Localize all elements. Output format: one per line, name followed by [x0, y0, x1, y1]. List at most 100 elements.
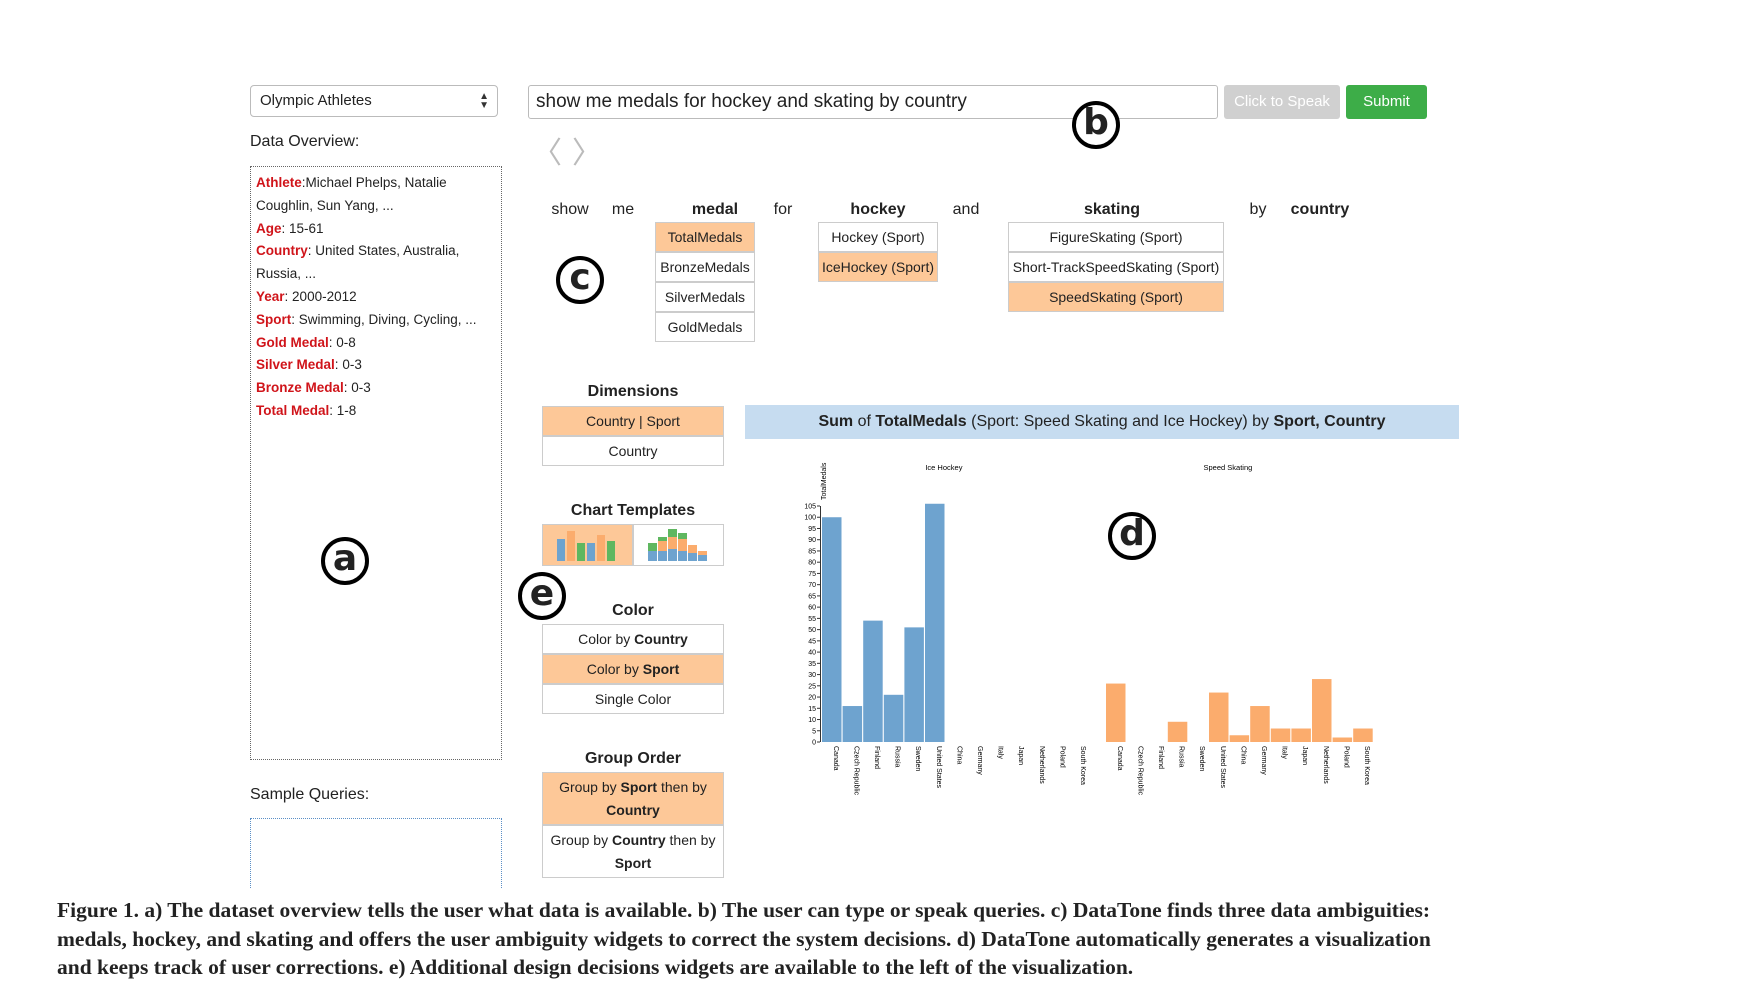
- group-by-sport-button[interactable]: Group by Sport then by Country: [542, 772, 724, 825]
- submit-button[interactable]: Submit: [1346, 85, 1427, 119]
- bar-1-8: [1270, 728, 1291, 742]
- y-tick-label: 95: [808, 526, 816, 533]
- bar-1-10: [1312, 679, 1332, 742]
- y-tick-label: 75: [808, 571, 816, 578]
- y-tick-label: 90: [808, 537, 816, 544]
- bar-chart-template-icon: [557, 531, 615, 561]
- y-tick-label: 70: [808, 582, 816, 589]
- y-tick-label: 5: [812, 728, 816, 735]
- query-word-country: country: [1290, 201, 1350, 218]
- query-word-by: by: [1249, 201, 1267, 218]
- overview-value: Russia, ...: [256, 266, 317, 282]
- group-opt-text: then by: [665, 832, 716, 848]
- group-opt-text: Group by: [559, 779, 621, 795]
- group-opt-text: then by: [657, 779, 707, 795]
- overview-key: Gold Medal: [256, 334, 329, 350]
- bar-chart: TotalMedals 0 5 10 15 20 25 30 35 40 45 50 55 60 65 70 7…: [804, 462, 1373, 796]
- option-hockey-sport[interactable]: Hockey (Sport): [818, 222, 938, 252]
- dimension-country[interactable]: Country: [542, 436, 724, 466]
- overview-row: Sport: Swimming, Diving, Cycling, ...: [256, 309, 496, 332]
- overview-key: Age: [256, 220, 282, 236]
- color-by-country-button[interactable]: Color by Country: [542, 624, 724, 654]
- color-opt-bold: Sport: [642, 661, 680, 677]
- single-color-button[interactable]: Single Color: [542, 684, 724, 714]
- y-tick-label: 45: [808, 638, 816, 645]
- overview-row: Total Medal: 1-8: [256, 400, 496, 423]
- color-title: Color: [612, 602, 654, 619]
- caption-line: and keeps track of user corrections. e) …: [57, 955, 1134, 979]
- bar-1-11: [1332, 737, 1353, 742]
- x-tick-label: Italy: [997, 746, 1004, 759]
- bar-1-0: [1106, 683, 1126, 742]
- chart-templates-title: Chart Templates: [570, 502, 696, 519]
- forward-arrow-icon[interactable]: 〉: [572, 136, 602, 171]
- caption-line: medals, hockey, and skating and offers t…: [57, 926, 1431, 951]
- y-tick-label: 55: [808, 616, 816, 623]
- x-tick-label: Czech Republic: [852, 746, 859, 796]
- group-by-country-button[interactable]: Group by Country then by Sport: [542, 825, 724, 878]
- bar-1-5: [1209, 692, 1229, 742]
- sample-queries-panel[interactable]: [250, 818, 502, 888]
- chart-title-part: Sport, Country: [1273, 413, 1386, 430]
- overview-value: 1-8: [336, 402, 357, 418]
- bar-1-6: [1229, 735, 1250, 742]
- marker-d: d: [1108, 512, 1156, 560]
- x-tick-label: Germany: [976, 746, 983, 775]
- y-tick-label: 10: [808, 717, 816, 724]
- option-bronzemedals[interactable]: BronzeMedals: [655, 252, 755, 282]
- x-tick-label: Netherlands: [1038, 746, 1045, 784]
- bar-0-3: [883, 694, 904, 742]
- x-tick-label: Sweden: [1198, 746, 1205, 771]
- y-tick-label: 50: [808, 627, 816, 634]
- chart-title-part: (Sport: Speed Skating and Ice Hockey) by: [966, 413, 1274, 430]
- query-input-value: show me medals for hockey and skating by…: [536, 91, 967, 112]
- facet-label-1: Speed Skating: [1204, 463, 1253, 472]
- data-overview-label: Data Overview:: [250, 133, 360, 150]
- option-goldmedals[interactable]: GoldMedals: [655, 312, 755, 342]
- query-word-show: show: [551, 201, 589, 218]
- marker-c: c: [556, 256, 604, 304]
- data-overview-panel: Athlete:Michael Phelps, Natalie Coughlin,…: [250, 166, 502, 760]
- x-tick-label: Italy: [1281, 746, 1288, 759]
- click-to-speak-button[interactable]: Click to Speak: [1224, 85, 1340, 119]
- back-arrow-icon[interactable]: 〈: [532, 136, 562, 171]
- caption-line: Figure 1. a) The dataset overview tells …: [57, 898, 1431, 922]
- template-bar-chart[interactable]: [542, 524, 633, 566]
- x-tick-label: United States: [1219, 746, 1226, 789]
- group-opt-bold: Sport: [620, 779, 658, 795]
- overview-row: Year: 2000-2012: [256, 286, 496, 309]
- bar-1-7: [1250, 706, 1270, 742]
- overview-value: 0-8: [336, 334, 356, 350]
- y-tick-label: 35: [808, 661, 816, 668]
- group-opt-text: Group by: [550, 832, 612, 848]
- option-silvermedals[interactable]: SilverMedals: [655, 282, 755, 312]
- overview-key: Silver Medal: [256, 357, 335, 373]
- overview-sep: :: [343, 380, 352, 396]
- bar-0-1: [842, 706, 863, 742]
- option-figureskating-sport[interactable]: FigureSkating (Sport): [1008, 222, 1224, 252]
- dimension-country-sport[interactable]: Country | Sport: [542, 406, 724, 436]
- marker-a: a: [321, 537, 369, 585]
- x-tick-label: Finland: [873, 746, 880, 769]
- y-tick-label: 60: [808, 605, 816, 612]
- template-stacked-chart[interactable]: [633, 524, 724, 566]
- option-speedskating-sport[interactable]: SpeedSkating (Sport): [1008, 282, 1224, 312]
- color-by-sport-button[interactable]: Color by Sport: [542, 654, 724, 684]
- marker-b: b: [1072, 101, 1120, 149]
- overview-row: Athlete:Michael Phelps, Natalie: [256, 172, 496, 195]
- x-tick-label: Netherlands: [1322, 746, 1329, 784]
- overview-value: 0-3: [342, 357, 362, 373]
- query-word-hockey: hockey: [850, 201, 906, 218]
- y-tick-label: 65: [808, 593, 816, 600]
- overview-sep: :: [307, 243, 316, 259]
- dataset-select[interactable]: Olympic Athletes ▲ ▼: [250, 85, 498, 117]
- option-short-trackspeedskating-sport[interactable]: Short-TrackSpeedSkating (Sport): [1008, 252, 1224, 282]
- x-tick-label: Russia: [1178, 746, 1185, 768]
- overview-row: Russia, ...: [256, 263, 496, 286]
- option-totalmedals[interactable]: TotalMedals: [655, 222, 755, 252]
- bar-0-2: [863, 620, 883, 742]
- group-opt-bold: Country: [606, 802, 660, 818]
- option-icehockey-sport[interactable]: IceHockey (Sport): [818, 252, 938, 282]
- x-tick-label: Finland: [1157, 746, 1164, 769]
- x-tick-label: Czech Republic: [1136, 746, 1143, 796]
